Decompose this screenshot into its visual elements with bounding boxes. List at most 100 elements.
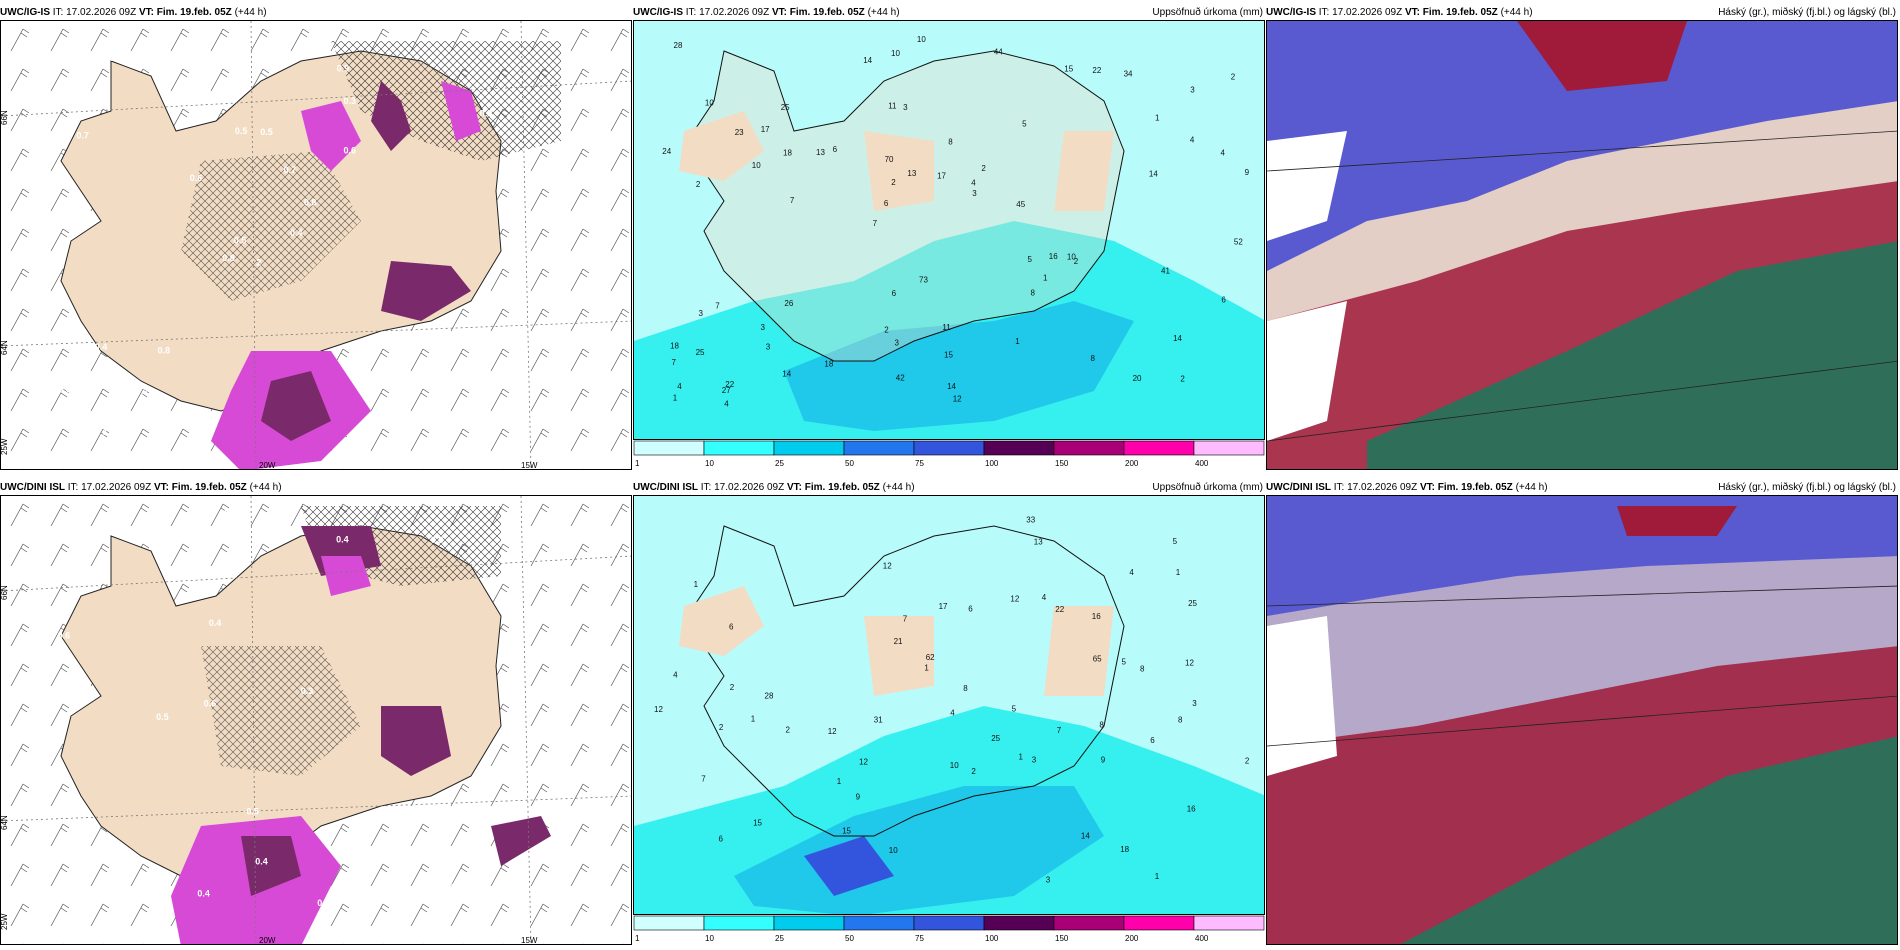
map-value-label: 34 <box>1124 69 1133 78</box>
lat-label: 25W <box>1 438 9 455</box>
vt-value: Fim. 19.feb. 05Z <box>156 7 232 18</box>
lead-time: (+44 h) <box>1500 7 1533 18</box>
map-value-label: 7 <box>790 196 795 205</box>
colorbar-swatch <box>1193 440 1265 456</box>
map-value-label: 25 <box>696 348 705 357</box>
map-value-label: 7 <box>873 219 878 228</box>
snow-wind-panel-bottom: UWC/DINI ISL IT: 17.02.2026 09Z VT: Fim.… <box>0 480 632 945</box>
colorbar-swatch <box>913 915 985 931</box>
map-value-label: 5 <box>1028 255 1033 264</box>
map-value-label: 1 <box>1019 752 1024 761</box>
model-name: UWC/DINI ISL <box>1266 482 1331 493</box>
map-value-label: 21 <box>894 637 903 646</box>
colorbar-tick-label: 50 <box>845 459 854 468</box>
map-value-label: 4 <box>677 382 682 391</box>
lat-label: 64N <box>1 340 9 355</box>
map-value-label: 0.6 <box>344 145 357 155</box>
it-label: IT: <box>685 7 697 18</box>
lead-time: (+44 h) <box>234 7 267 18</box>
vt-label: VT: <box>1404 7 1420 18</box>
map-value-label: 12 <box>1010 595 1019 604</box>
colorbar-swatch <box>983 915 1055 931</box>
map-value-label: 65 <box>1093 654 1102 663</box>
map-value-label: 5 <box>1173 537 1178 546</box>
map-value-label: 2 <box>696 180 701 189</box>
map-value-label: 9 <box>856 793 861 802</box>
snow-wind-map: 20W 15W 66N 64N 25W 0.4 0.3 0.5 0.4 0.8 0.7 0.… <box>0 495 632 945</box>
map-value-label: 0.4 <box>336 534 349 544</box>
map-value-label: 0.6 <box>58 630 71 640</box>
map-value-label: 33 <box>1026 515 1035 524</box>
map-value-label: 0.3 <box>344 96 357 106</box>
map-value-label: 4 <box>950 708 955 717</box>
panel-header: UWC/DINI ISL IT: 17.02.2026 09Z VT: Fim.… <box>0 480 632 495</box>
map-value-label: 1 <box>1176 568 1181 577</box>
model-name: UWC/IG-IS <box>0 7 50 18</box>
precip-map: 2 2 3 7 5 22 11 8 7 6 7 3 3 2 2 10 10 9 5 4 6 2 2 25 15 26 20 14 10 1… <box>633 20 1265 440</box>
map-value-label: 52 <box>1234 238 1243 247</box>
colorbar-tick-label: 25 <box>775 459 784 468</box>
map-value-label: 10 <box>950 761 959 770</box>
map-value-label: 1.0 <box>103 427 116 437</box>
map-value-label: 14 <box>1149 169 1158 178</box>
map-value-label: 62 <box>926 653 935 662</box>
map-value-label: 4 <box>1042 593 1047 602</box>
map-value-label: 2 <box>981 164 986 173</box>
map-value-label: 0.8 <box>222 253 235 263</box>
it-label: IT: <box>1318 7 1330 18</box>
panel-header: UWC/IG-IS IT: 17.02.2026 09Z VT: Fim. 19… <box>1266 5 1898 20</box>
map-value-label: 0.7 <box>472 421 485 431</box>
map-value-label: 17 <box>939 602 948 611</box>
map-value-label: 7 <box>715 301 720 310</box>
lon-label: 20W <box>259 936 276 945</box>
snow-wind-map: 20W 15W 66N 64N 25W 2 0.7 0.5 0.9 0.8 0.8 0.9 0… <box>0 20 632 470</box>
colorbar-swatch <box>1123 440 1195 456</box>
map-value-label: 1 <box>1043 274 1048 283</box>
colorbar-swatch <box>773 440 845 456</box>
map-value-label: 8 <box>1031 288 1036 297</box>
map-value-label: 22 <box>1092 66 1101 75</box>
vt-label: VT: <box>153 482 169 493</box>
vt-value: Fim. 19.feb. 05Z <box>171 482 247 493</box>
model-name: UWC/IG-IS <box>1266 7 1316 18</box>
map-value-label: 23 <box>735 128 744 137</box>
map-value-label: 6 <box>892 289 897 298</box>
colorbar-swatch <box>1193 915 1265 931</box>
colorbar-tick-label: 25 <box>775 934 784 943</box>
map-value-label: 4 <box>724 399 729 408</box>
map-value-label: 7 <box>701 774 706 783</box>
snow-wind-panel-top: UWC/IG-IS IT: 17.02.2026 09Z VT: Fim. 19… <box>0 5 632 470</box>
vt-label: VT: <box>786 482 802 493</box>
panel-header: UWC/DINI ISL IT: 17.02.2026 09Z VT: Fim.… <box>1266 480 1898 495</box>
map-value-label: 2 <box>1231 73 1236 82</box>
panel-header: UWC/DINI ISL IT: 17.02.2026 09Z VT: Fim.… <box>633 480 1265 495</box>
map-value-label: 17 <box>937 172 946 181</box>
map-value-label: 3 <box>895 338 900 347</box>
map-value-label: 10 <box>1067 252 1076 261</box>
map-value-label: 13 <box>1034 538 1043 547</box>
map-value-label: 0.7 <box>284 165 297 175</box>
vt-value: Fim. 19.feb. 05Z <box>789 7 865 18</box>
colorbar-swatch <box>1053 440 1125 456</box>
map-value-label: 7 <box>672 358 677 367</box>
map-value-label: 6 <box>1221 295 1226 304</box>
map-value-label: 41 <box>1161 266 1170 275</box>
map-value-label: 3 <box>1192 699 1197 708</box>
lat-label: 66N <box>1 585 9 600</box>
map-value-label: 1 <box>751 714 756 723</box>
map-value-label: 22 <box>1055 605 1064 614</box>
map-value-label: 17 <box>761 125 770 134</box>
map-value-label: 0.3 <box>431 535 444 545</box>
colorbar-tick-label: 10 <box>705 934 714 943</box>
colorbar-tick-label: 1 <box>635 459 640 468</box>
map-value-label: 42 <box>896 373 905 382</box>
map-value-label: 24 <box>662 147 671 156</box>
cloud-panel-bottom: UWC/DINI ISL IT: 17.02.2026 09Z VT: Fim.… <box>1266 480 1898 945</box>
colorbar-tick-label: 100 <box>985 934 999 943</box>
it-value: 17.02.2026 09Z <box>699 7 770 18</box>
map-value-label: 0.3 <box>301 686 314 696</box>
precip-map: 1 1 1 1 16 6 15 12 16 17 22 18 9 12 5 7 8 8 4 6 5 6 5 2 3 2 2 4 1 1 3 2… <box>633 495 1265 915</box>
colorbar-tick-label: 75 <box>915 934 924 943</box>
map-value-label: 18 <box>1120 845 1129 854</box>
lead-time: (+44 h) <box>867 7 900 18</box>
